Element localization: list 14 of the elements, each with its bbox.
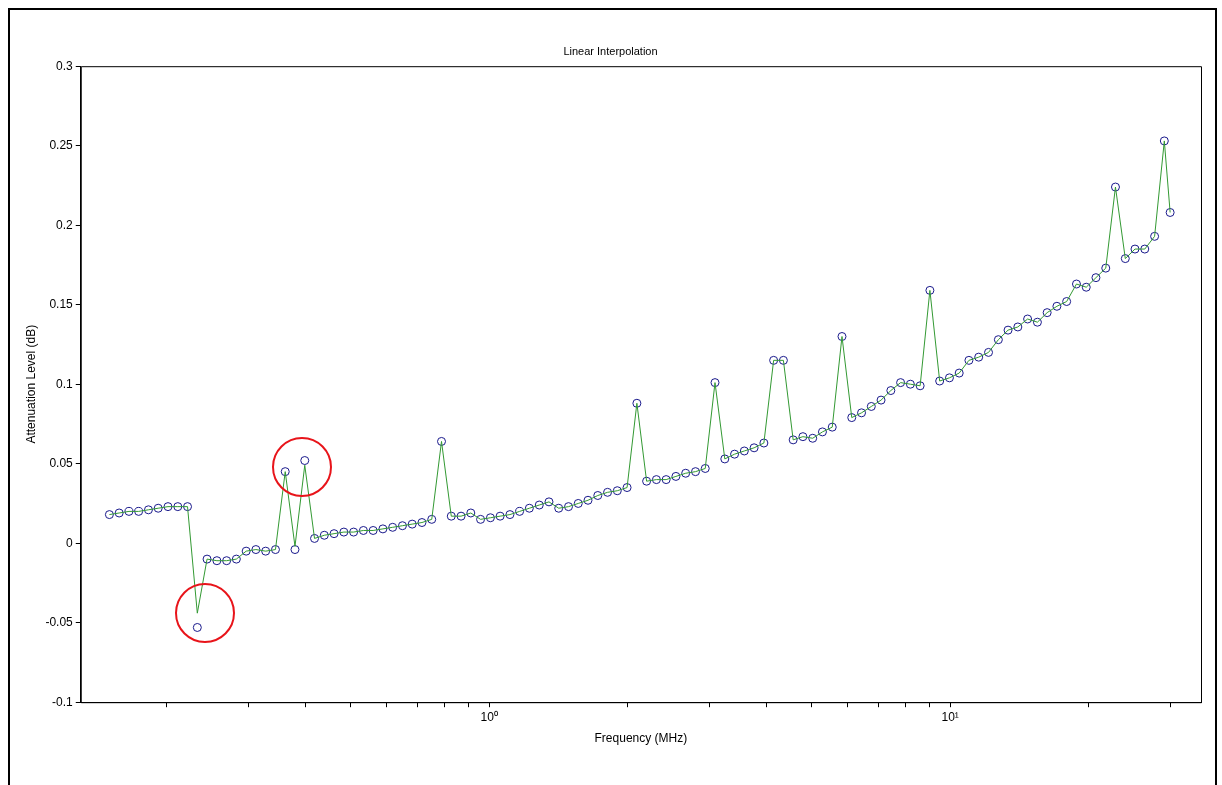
x-tick-label: 10⁰	[480, 709, 498, 724]
chart-title: Linear Interpolation	[563, 44, 658, 57]
y-tick-label: 0.2	[56, 217, 74, 232]
y-tick-label: 0.25	[49, 138, 74, 153]
x-axis-title: Frequency (MHz)	[594, 731, 688, 746]
y-tick-label: -0.1	[52, 694, 74, 709]
y-tick-label: 0.3	[56, 58, 74, 73]
y-tick-label: -0.05	[45, 615, 74, 630]
y-axis-title: Attenuation Level (dB)	[23, 324, 38, 444]
x-tick-label: 10¹	[941, 709, 959, 724]
y-tick-label: 0.15	[49, 297, 74, 312]
y-tick-label: 0	[66, 535, 74, 550]
y-tick-label: 0.05	[49, 456, 74, 471]
y-tick-label: 0.1	[56, 376, 74, 391]
